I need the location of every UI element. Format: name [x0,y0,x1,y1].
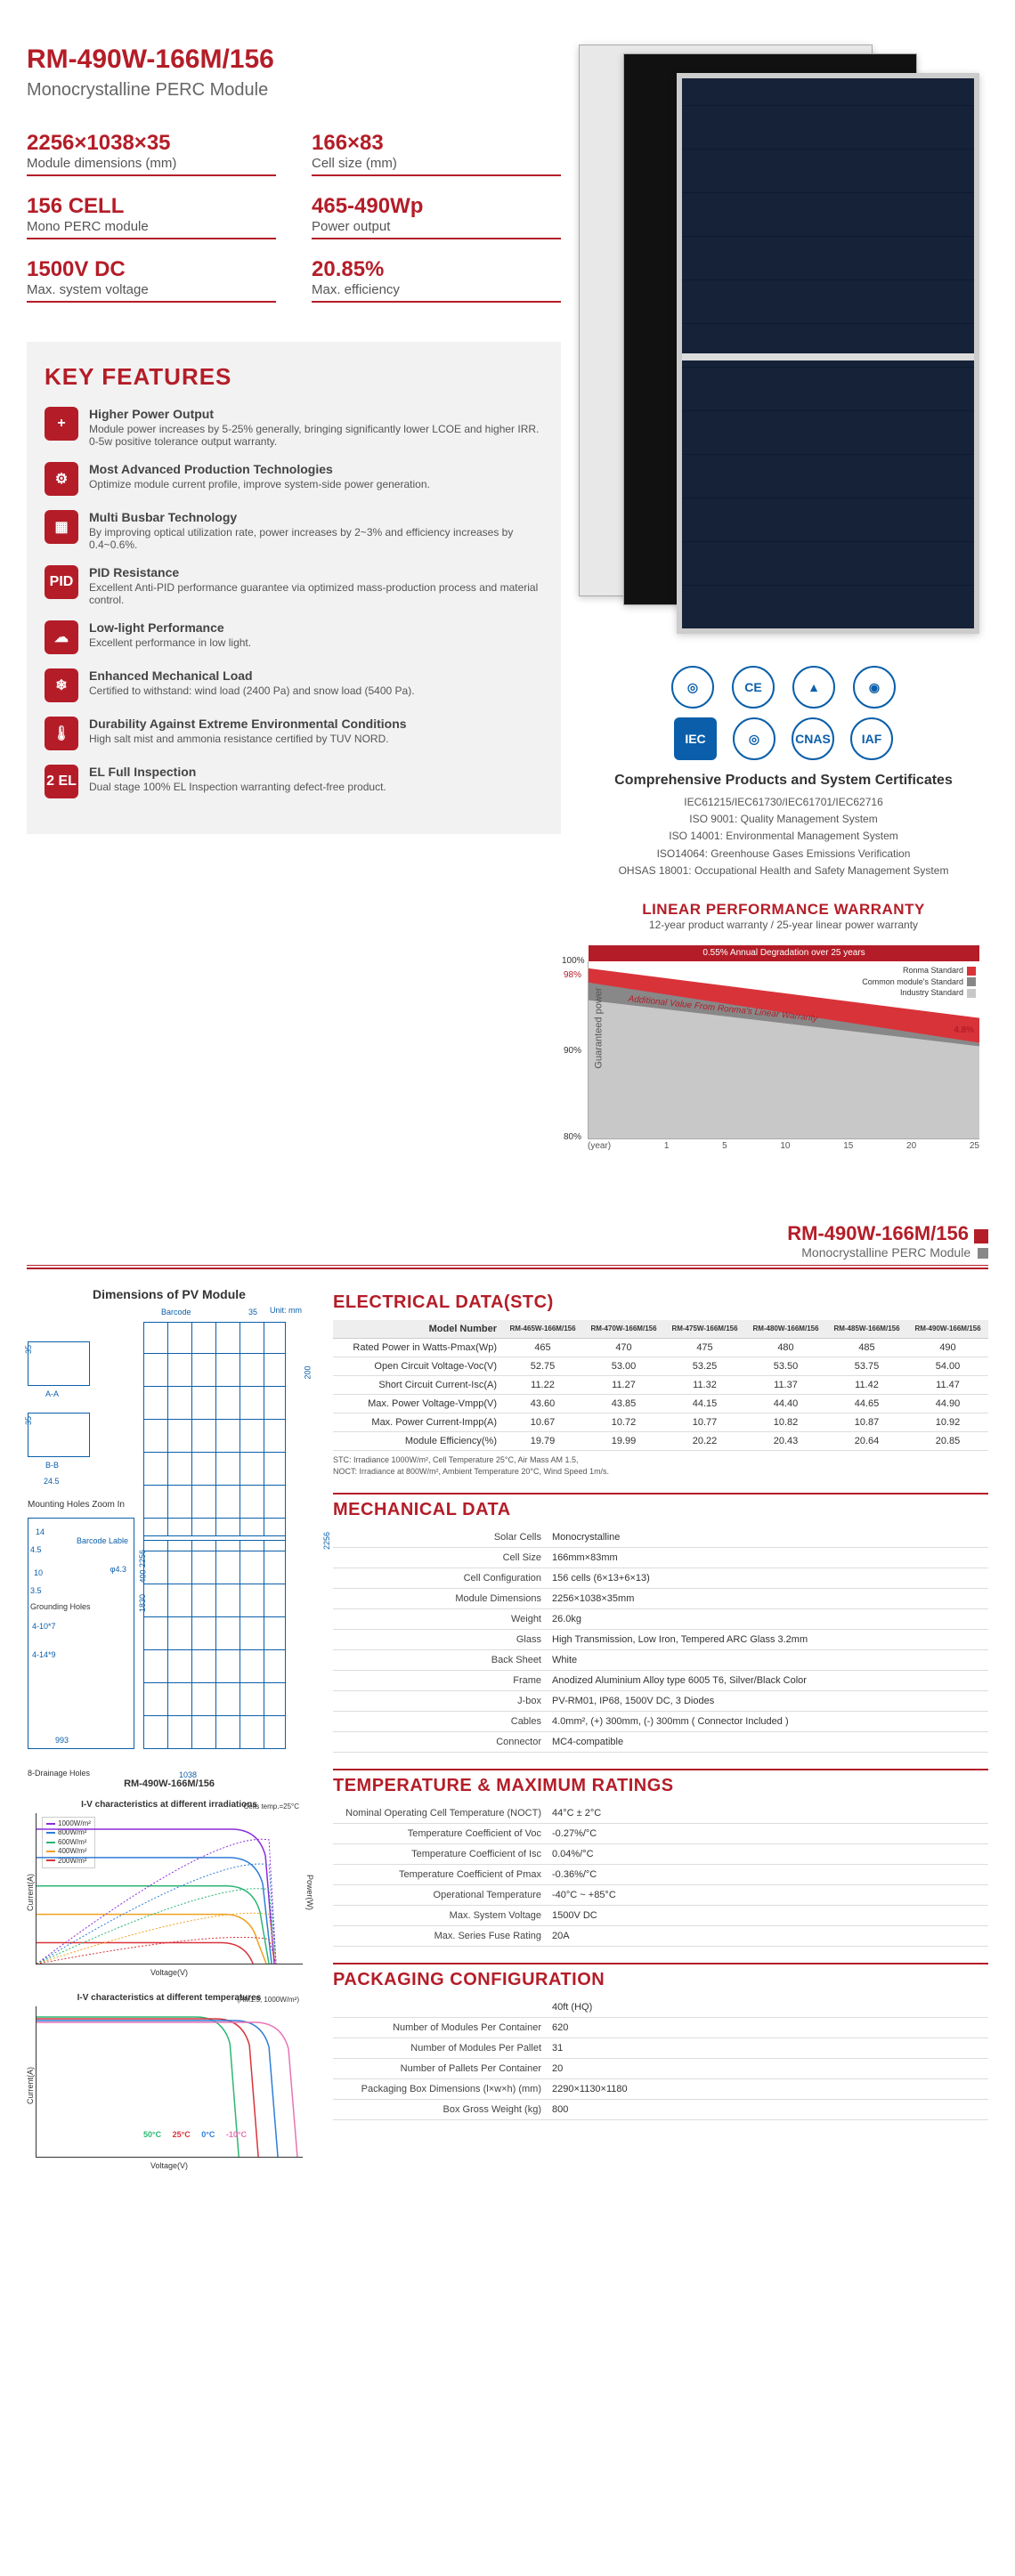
feature-icon: 🌡 [45,717,78,750]
feature-item: +Higher Power OutputModule power increas… [45,407,543,448]
cert-title: Comprehensive Products and System Certif… [579,773,988,789]
temperature-table: Nominal Operating Cell Temperature (NOCT… [333,1803,988,1947]
feature-icon: 2 EL [45,765,78,798]
section2-header: RM-490W-166M/156 Monocrystalline PERC Mo… [27,1222,988,1260]
spec-item: 156 CELLMono PERC module [27,189,276,239]
cert-badge: CE [732,666,775,709]
cert-badge: ▲ [792,666,835,709]
feature-item: PIDPID ResistanceExcellent Anti-PID perf… [45,565,543,606]
spec-item: 20.85%Max. efficiency [312,252,561,303]
spec-item: 2256×1038×35Module dimensions (mm) [27,126,276,176]
features-title: KEY FEATURES [45,363,543,391]
packaging-title: PACKAGING CONFIGURATION [333,1963,988,1990]
cert-badge: IAF [850,717,893,760]
feature-icon: PID [45,565,78,599]
temperature-title: TEMPERATURE & MAXIMUM RATINGS [333,1769,988,1796]
product-title: RM-490W-166M/156 [27,45,561,75]
feature-item: ▦Multi Busbar TechnologyBy improving opt… [45,510,543,551]
cert-badge: ◉ [853,666,896,709]
feature-item: ❄Enhanced Mechanical LoadCertified to wi… [45,668,543,702]
spec-item: 1500V DCMax. system voltage [27,252,276,303]
feature-item: 🌡Durability Against Extreme Environmenta… [45,717,543,750]
warranty-title: LINEAR PERFORMANCE WARRANTY [579,901,988,919]
feature-item: ☁Low-light PerformanceExcellent performa… [45,620,543,654]
dimensions-diagram: Unit: mm Barcode 35 200 2256 1038 A-A 35… [27,1305,312,1768]
cert-badges-row1: ◎ CE ▲ ◉ [579,666,988,709]
key-features-box: KEY FEATURES +Higher Power OutputModule … [27,342,561,834]
cert-badge: IEC [674,717,717,760]
quick-specs: 2256×1038×35Module dimensions (mm) 166×83… [27,126,561,315]
packaging-table: 40ft (HQ)Number of Modules Per Container… [333,1997,988,2120]
cert-badge: ◎ [733,717,775,760]
spec-item: 465-490WpPower output [312,189,561,239]
cert-badges-row2: IEC ◎ CNAS IAF [579,717,988,760]
spec-item: 166×83Cell size (mm) [312,126,561,176]
cert-badge: CNAS [792,717,834,760]
mechanical-table: Solar CellsMonocrystallineCell Size166mm… [333,1527,988,1753]
warranty-chart: 0.55% Annual Degradation over 25 years A… [588,961,979,1139]
iv1-head-model: RM-490W-166M/156 [27,1778,312,1789]
product-subtitle: Monocrystalline PERC Module [27,80,561,101]
feature-item: ⚙Most Advanced Production TechnologiesOp… [45,462,543,496]
stc-note: STC: Irradiance 1000W/m², Cell Temperatu… [333,1454,988,1477]
iv-chart-irradiation: Cells temp.=25°C Current(A) Power(W) 100… [36,1813,303,1964]
dimensions-title: Dimensions of PV Module [27,1287,312,1301]
panel-illustration [579,45,988,650]
feature-icon: ❄ [45,668,78,702]
mechanical-title: MECHANICAL DATA [333,1493,988,1520]
feature-item: 2 ELEL Full InspectionDual stage 100% EL… [45,765,543,798]
feature-icon: ▦ [45,510,78,544]
warranty-sub: 12-year product warranty / 25-year linea… [579,919,988,931]
feature-icon: ⚙ [45,462,78,496]
electrical-table: Model NumberRM-465W-166M/156RM-470W-166M… [333,1320,988,1451]
iv-chart-temperature: (AM1.5, 1000W/m²) Current(A) 50°C 25°C 0… [36,2006,303,2158]
feature-icon: ☁ [45,620,78,654]
electrical-title: ELECTRICAL DATA(STC) [333,1287,988,1313]
cert-lines: IEC61215/IEC61730/IEC61701/IEC62716ISO 9… [579,794,988,879]
cert-badge: ◎ [671,666,714,709]
feature-icon: + [45,407,78,441]
